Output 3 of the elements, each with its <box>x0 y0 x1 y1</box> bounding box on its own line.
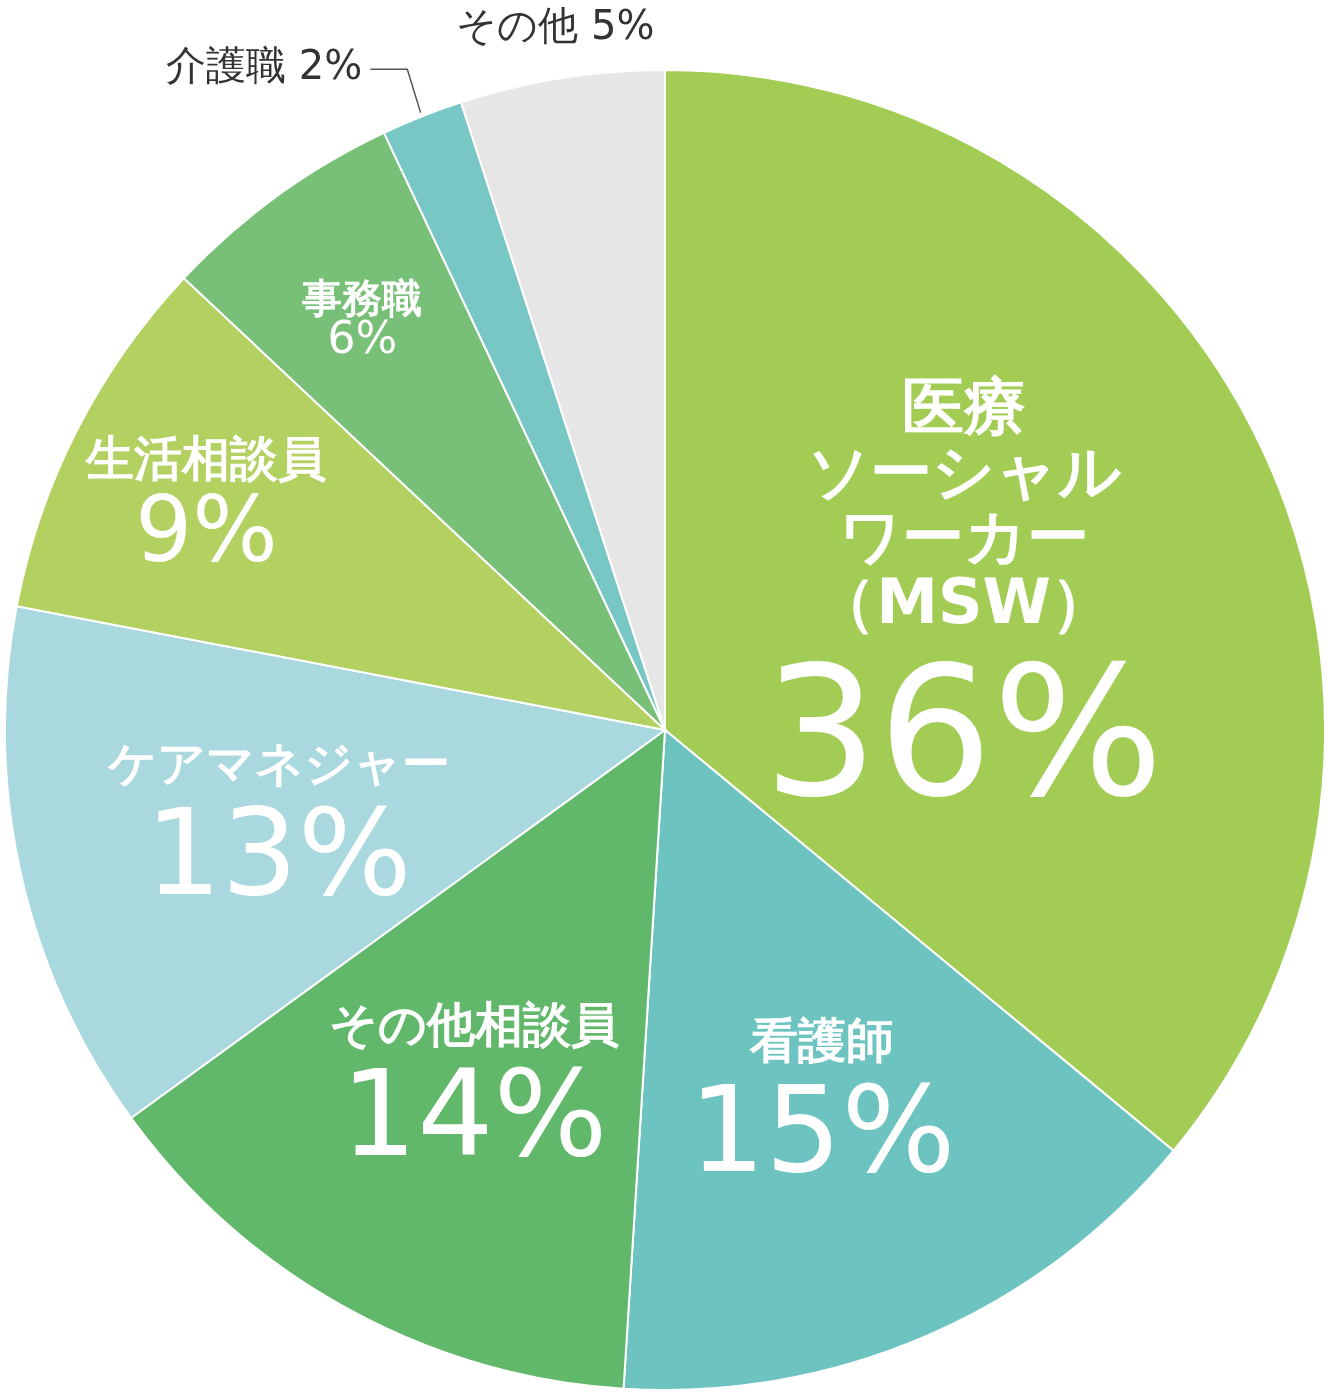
slice-label: ケアマネジャー <box>106 735 450 792</box>
slice-label: 介護職 2% <box>166 42 363 89</box>
slice-label: その他 5% <box>456 1 655 48</box>
